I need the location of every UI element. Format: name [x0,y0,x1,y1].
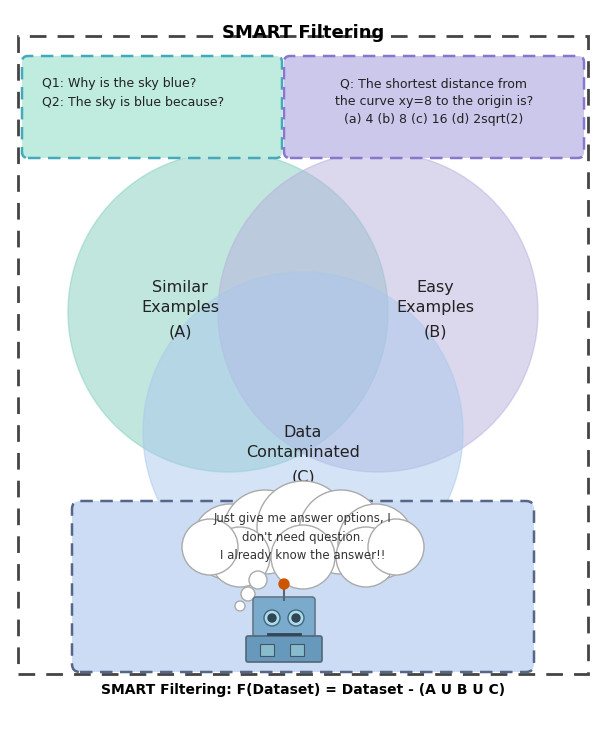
Text: the curve xy=8 to the origin is?: the curve xy=8 to the origin is? [335,95,533,108]
Text: Examples: Examples [396,300,474,315]
FancyBboxPatch shape [22,56,282,158]
FancyBboxPatch shape [260,644,274,656]
Text: Easy: Easy [416,280,454,295]
Text: Data: Data [284,424,322,439]
FancyBboxPatch shape [18,36,588,674]
Text: (C): (C) [291,470,315,485]
Text: Contaminated: Contaminated [246,444,360,459]
Circle shape [223,490,307,574]
Circle shape [182,519,238,575]
Circle shape [368,519,424,575]
FancyBboxPatch shape [290,644,304,656]
Text: (A): (A) [168,324,191,340]
Text: Q1: Why is the sky blue?
Q2: The sky is blue because?: Q1: Why is the sky blue? Q2: The sky is … [42,77,224,109]
Text: SMART Filtering: SMART Filtering [222,24,384,42]
Circle shape [279,579,289,589]
Text: Similar: Similar [152,280,208,295]
Circle shape [338,504,414,580]
Circle shape [241,587,255,601]
FancyBboxPatch shape [72,501,534,672]
Circle shape [192,504,268,580]
Circle shape [68,152,388,472]
Text: Just give me answer options, I
don't need question.
I already know the answer!!: Just give me answer options, I don't nee… [214,512,392,562]
Text: Q: The shortest distance from: Q: The shortest distance from [341,77,527,90]
Circle shape [143,272,463,592]
Circle shape [210,527,270,587]
Circle shape [268,614,276,622]
Text: SMART Filtering: F(Dataset) = Dataset - (A U B U C): SMART Filtering: F(Dataset) = Dataset - … [101,683,505,697]
Circle shape [299,490,383,574]
FancyBboxPatch shape [284,56,584,158]
Circle shape [249,571,267,589]
Circle shape [257,481,349,573]
Circle shape [292,614,300,622]
Circle shape [288,610,304,626]
Text: (a) 4 (b) 8 (c) 16 (d) 2sqrt(2): (a) 4 (b) 8 (c) 16 (d) 2sqrt(2) [344,113,524,126]
Text: (B): (B) [423,324,447,340]
Circle shape [218,152,538,472]
Text: Examples: Examples [141,300,219,315]
Circle shape [336,527,396,587]
Circle shape [235,601,245,611]
FancyBboxPatch shape [253,597,315,645]
FancyBboxPatch shape [246,636,322,662]
Circle shape [264,610,280,626]
Circle shape [271,525,335,589]
